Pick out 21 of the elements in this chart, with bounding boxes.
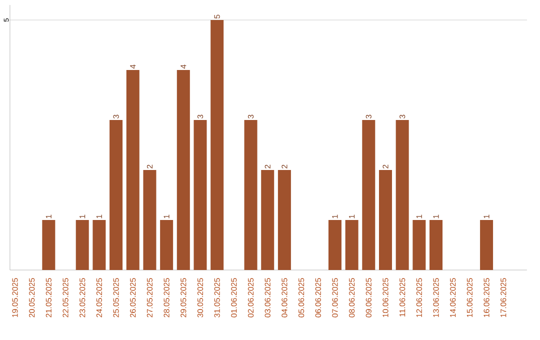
bar: [412, 220, 426, 270]
bar: [362, 120, 376, 270]
bar: [480, 220, 494, 270]
bar: [160, 220, 174, 270]
bar: [143, 170, 156, 270]
bar: [210, 20, 224, 270]
bar: [92, 220, 106, 270]
bar: [328, 220, 342, 270]
bar: [126, 70, 140, 270]
bar: [110, 120, 123, 270]
bar: [244, 120, 258, 270]
bar: [194, 120, 207, 270]
bar: [345, 220, 358, 270]
bar: [278, 170, 291, 270]
bar: [378, 170, 392, 270]
bar: [261, 170, 274, 270]
bar: [396, 120, 409, 270]
bar: [76, 220, 89, 270]
bar: [176, 70, 190, 270]
bar: [430, 220, 443, 270]
bar: [42, 220, 56, 270]
